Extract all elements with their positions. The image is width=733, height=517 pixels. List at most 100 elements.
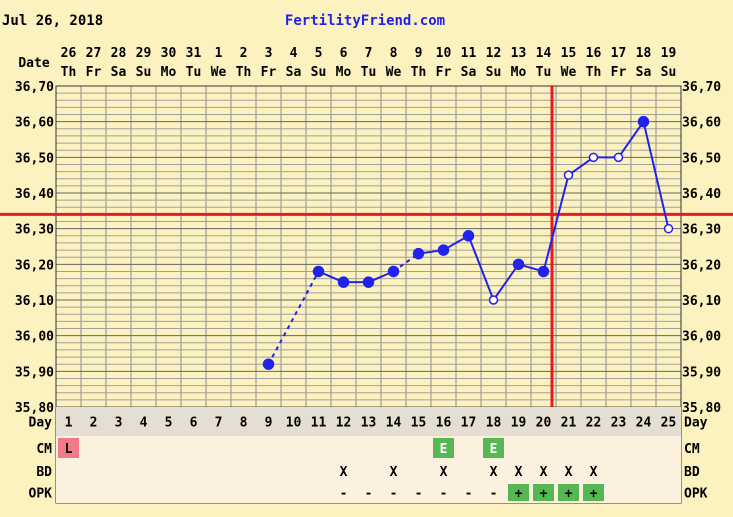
weekday-tick: Mo — [161, 65, 177, 80]
cycle-day-number: 16 — [436, 416, 452, 431]
opk-positive: + — [540, 487, 548, 502]
row-label-right: OPK — [684, 487, 708, 502]
cycle-day-number: 15 — [411, 416, 427, 431]
date-tick: 2 — [240, 46, 248, 61]
date-tick: 11 — [461, 46, 477, 61]
weekday-tick: Su — [486, 65, 502, 80]
y-tick-right: 35,90 — [682, 365, 721, 380]
temperature-point-open — [663, 223, 674, 234]
weekday-tick: Tu — [361, 65, 377, 80]
cycle-day-number: 11 — [311, 416, 327, 431]
cycle-day-number: 4 — [140, 416, 148, 431]
cycle-day-number: 25 — [661, 416, 677, 431]
cycle-day-number: 14 — [386, 416, 402, 431]
weekday-tick: Th — [236, 65, 252, 80]
y-tick-right: 36,30 — [682, 223, 721, 238]
temperature-point — [312, 265, 325, 278]
weekday-tick: Fr — [86, 65, 102, 80]
temperature-series — [0, 86, 733, 407]
temperature-point — [412, 247, 425, 260]
date-tick: 9 — [415, 46, 423, 61]
y-tick-left: 35,80 — [15, 401, 54, 416]
y-tick-right: 35,80 — [682, 401, 721, 416]
opk-positive-cell — [508, 484, 529, 501]
observation-table: 1 2 3 4 5 6 7 8 9 10 11 12 13 14 15 16 17 18 19 20 21 22 23 24 2… — [56, 407, 681, 503]
y-tick-left: 36,30 — [15, 223, 54, 238]
y-tick-left: 35,90 — [15, 365, 54, 380]
temperature-segment — [492, 263, 520, 301]
cm-value: E — [440, 442, 448, 457]
cm-cell — [58, 438, 79, 458]
bd-mark: X — [540, 465, 548, 480]
weekday-tick: Su — [311, 65, 327, 80]
date-tick: 4 — [290, 46, 298, 61]
temperature-point-open — [488, 295, 499, 305]
cycle-day-number: 23 — [611, 416, 627, 431]
date-tick: 10 — [436, 46, 452, 61]
weekday-tick: Sa — [111, 65, 127, 80]
bd-mark: X — [590, 465, 598, 480]
weekday-tick: Th — [411, 65, 427, 80]
cycle-day-number: 22 — [586, 416, 602, 431]
y-tick-left: 36,50 — [15, 151, 54, 166]
temperature-point — [262, 358, 275, 370]
row-label-left: CM — [36, 442, 52, 457]
temperature-point — [337, 276, 350, 288]
cycle-day-number: 12 — [336, 416, 352, 431]
date-tick: 19 — [661, 46, 677, 61]
temperature-segment — [542, 174, 570, 272]
cycle-day-number: 8 — [240, 416, 248, 431]
cycle-day-number: 18 — [486, 416, 502, 431]
temperature-segment — [467, 235, 495, 301]
day-row — [56, 407, 681, 436]
date-tick: 17 — [611, 46, 627, 61]
temperature-point — [462, 230, 475, 242]
bd-mark: X — [440, 465, 448, 480]
date-tick: 30 — [161, 46, 177, 61]
y-tick-left: 36,60 — [15, 116, 54, 131]
cycle-day-number: 7 — [215, 416, 223, 431]
row-label-right: BD — [684, 465, 700, 480]
opk-positive-cell — [558, 484, 579, 501]
date-label: Date — [18, 56, 49, 71]
date-tick: 29 — [136, 46, 152, 61]
cycle-day-number: 20 — [536, 416, 552, 431]
cycle-day-number: 9 — [265, 416, 273, 431]
weekday-tick: Fr — [261, 65, 277, 80]
weekday-tick: Fr — [611, 65, 627, 80]
cycle-day-number: 5 — [165, 416, 173, 431]
weekday-tick: Su — [661, 65, 677, 80]
cm-cell — [433, 438, 454, 458]
cycle-day-number: 24 — [636, 416, 652, 431]
bd-mark: X — [490, 465, 498, 480]
date-tick: 1 — [215, 46, 223, 61]
weekday-tick: Su — [136, 65, 152, 80]
temperature-point — [362, 276, 375, 288]
opk-positive: + — [590, 487, 598, 502]
y-tick-right: 36,20 — [682, 258, 721, 273]
date-tick: 12 — [486, 46, 502, 61]
opk-positive-cell — [583, 484, 604, 501]
date-tick: 7 — [365, 46, 373, 61]
temperature-point — [512, 258, 525, 271]
cycle-day-number: 1 — [65, 416, 73, 431]
date-tick: 6 — [340, 46, 348, 61]
weekday-tick: Sa — [286, 65, 302, 80]
cm-cell — [483, 438, 504, 458]
opk-negative: - — [415, 487, 423, 502]
weekday-tick: Tu — [186, 65, 202, 80]
weekday-tick: Th — [586, 65, 602, 80]
bd-mark: X — [515, 465, 523, 480]
table-row — [56, 460, 681, 482]
date-tick: 31 — [186, 46, 202, 61]
date-tick: 14 — [536, 46, 552, 61]
y-tick-left: 36,20 — [15, 258, 54, 273]
temperature-segment-dashed — [267, 270, 320, 365]
table-row — [56, 436, 681, 460]
chart-date: Jul 26, 2018 — [2, 13, 103, 29]
cm-value: E — [490, 442, 498, 457]
opk-negative: - — [465, 487, 473, 502]
weekday-tick: We — [561, 65, 577, 80]
y-tick-left: 36,70 — [15, 80, 54, 95]
